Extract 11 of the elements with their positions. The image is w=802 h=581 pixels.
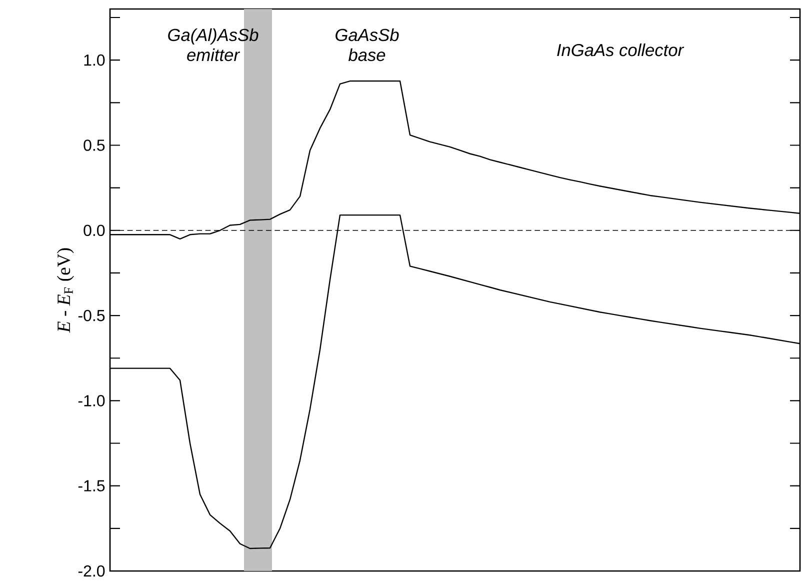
y-tick-label: 0.0 — [84, 224, 105, 236]
annotation: Ga(Al)AsSb emitter — [168, 28, 258, 62]
y-tick-label: -1.5 — [78, 480, 105, 492]
y-tick-label: 1.0 — [84, 54, 105, 66]
y-tick-label: -0.5 — [78, 310, 105, 322]
y-tick-label: 0.5 — [84, 140, 105, 151]
y-tick-label: -1.0 — [78, 394, 105, 406]
annotation: GaAsSb base — [336, 28, 399, 62]
annotation: InGaAs collector — [557, 43, 684, 56]
y-axis-title: E - E$_{F}$ (eV) — [56, 248, 74, 333]
y-tick-label: -2.0 — [78, 565, 105, 577]
